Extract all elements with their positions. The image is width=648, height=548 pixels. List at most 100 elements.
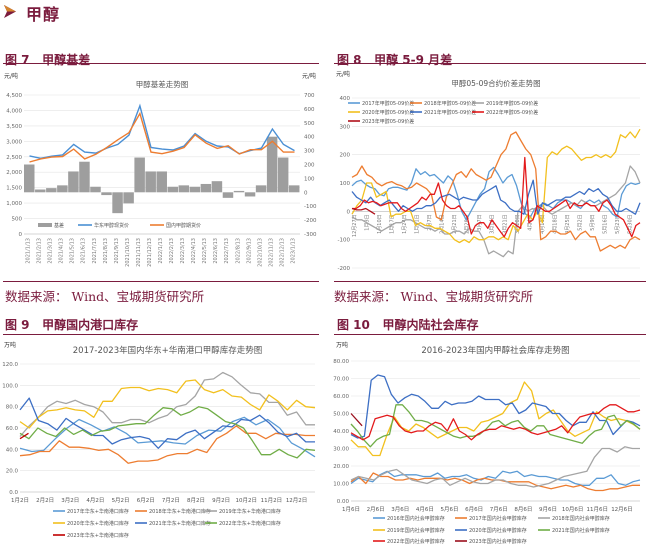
series-line-3 — [350, 381, 641, 457]
divider — [334, 281, 646, 282]
legend-label: 2022年甲醇05-09价差 — [486, 109, 538, 116]
y2-tick-label: 300 — [304, 149, 315, 155]
legend-label: 2019年国内社会甲醇库存 — [387, 527, 445, 534]
x-tick-label: 2021/11/13 — [136, 238, 142, 267]
basis-bar — [222, 192, 234, 198]
legend-label: 2022年华东+华南港口库存 — [219, 520, 281, 527]
figure-label: 图 9 — [5, 318, 30, 332]
legend-label: 2021年国内社会甲醇库存 — [552, 527, 610, 534]
x-tick-label: 8月6日 — [514, 506, 532, 513]
x-tick-label: 11月6日 — [587, 506, 609, 513]
y-tick-label: 400 — [340, 96, 351, 102]
y-tick-label: 300 — [340, 124, 351, 130]
y-tick-label: 70.00 — [333, 377, 349, 383]
basis-bar — [255, 185, 267, 193]
legend-label: 2020年甲醇05-09价差 — [362, 109, 414, 116]
x-tick-label: 1月2日 — [11, 497, 29, 504]
y2-tick-label: -100 — [304, 204, 317, 210]
y-tick-label: 0.00 — [337, 499, 350, 505]
basis-bar — [244, 192, 256, 197]
legend-label: 2022年国内社会甲醇库存 — [387, 538, 445, 545]
basis-bar — [156, 171, 167, 193]
series-line-4 — [19, 397, 315, 449]
y2-tick-label: 200 — [304, 163, 315, 169]
basis-bar — [211, 181, 223, 193]
x-tick-label: 2021/2/13 — [37, 238, 43, 264]
basis-bar — [123, 192, 134, 204]
x-tick-label: 4月18日 — [552, 214, 558, 234]
y2-tick-label: -300 — [304, 232, 317, 238]
x-tick-label: 4月11日 — [540, 214, 546, 234]
legend-label: 2018年华东+华南港口库存 — [149, 508, 211, 515]
x-tick-label: 3月21日 — [502, 214, 508, 234]
basis-bar — [277, 157, 289, 193]
x-tick-label: 2月6日 — [367, 506, 385, 513]
x-tick-label: 9月6日 — [539, 506, 557, 513]
x-tick-label: 2022/1/13 — [158, 238, 164, 264]
x-tick-label: 1月10日 — [377, 214, 383, 234]
y-tick-label: -200 — [338, 266, 351, 272]
x-tick-label: 3月28日 — [515, 214, 521, 234]
series-line-6 — [351, 207, 376, 215]
x-tick-label: 2月7日 — [427, 214, 433, 230]
chart-title: 2016-2023年国内甲醇社会库存走势图 — [421, 345, 569, 356]
legend-label: 国内甲醇期货价 — [166, 222, 201, 229]
legend-label: 2017年华东+华南港口库存 — [67, 508, 129, 515]
x-tick-label: 11月2日 — [261, 497, 283, 504]
x-tick-label: 2021/5/13 — [70, 238, 76, 264]
basis-bar — [112, 192, 123, 214]
series-line-7 — [350, 413, 363, 427]
y-tick-label: 10.00 — [333, 482, 349, 488]
y-tick-label: 3,500 — [6, 124, 22, 130]
x-tick-label: 2月2日 — [36, 497, 54, 504]
x-tick-label: 2021/12/13 — [147, 238, 153, 267]
legend-label: 2020年华东+华南港口库存 — [67, 520, 129, 527]
x-tick-label: 4月4日 — [527, 214, 533, 230]
x-tick-label: 2022/7/13 — [224, 238, 230, 264]
y-tick-label: 20.00 — [333, 464, 349, 470]
legend-label: 2017年国内社会甲醇库存 — [469, 515, 527, 522]
y-tick-label: 2,500 — [6, 155, 22, 161]
x-tick-label: 3月2日 — [61, 497, 79, 504]
x-tick-label: 2022/3/13 — [180, 238, 186, 264]
x-tick-label: 5月6日 — [441, 506, 459, 513]
x-tick-label: 2021/8/13 — [103, 238, 109, 264]
series-line-3 — [351, 128, 641, 244]
x-tick-label: 10月2日 — [236, 497, 258, 504]
legend-label: 2021年甲醇05-09价差 — [424, 109, 476, 116]
basis-bar — [178, 185, 190, 193]
chart-title: 甲醇05-09合约价差走势图 — [451, 78, 540, 88]
legend-label: 2023年甲醇05-09价差 — [362, 118, 414, 125]
figure-10-heading: 图 10 甲醇内陆社会库存 — [337, 316, 478, 333]
y-tick-label: 0 — [19, 232, 23, 238]
legend-label: 2023年国内社会甲醇库存 — [469, 538, 527, 545]
basis-bar — [79, 161, 90, 193]
x-tick-label: 2023/1/13 — [290, 238, 296, 264]
x-tick-label: 12月6日 — [611, 506, 633, 513]
x-tick-label: 8月2日 — [187, 497, 205, 504]
basis-bar — [24, 164, 35, 193]
series-line-5 — [352, 156, 641, 238]
y-tick-label: 40.0 — [6, 447, 19, 453]
basis-bar — [90, 186, 101, 193]
series-line-0 — [350, 470, 641, 486]
triangle-bullet-icon — [4, 5, 16, 18]
x-tick-label: 9月2日 — [212, 497, 230, 504]
basis-bar — [288, 185, 300, 193]
y-tick-label: 40.00 — [333, 429, 349, 435]
legend-label: 2023年华东+华南港口库存 — [67, 532, 129, 539]
series-line-0 — [19, 416, 316, 458]
figure-title: 甲醇内陆社会库存 — [382, 318, 479, 332]
y-tick-label: 1,500 — [6, 186, 22, 192]
y-tick-label: 50.00 — [333, 412, 349, 418]
x-tick-label: 5月9日 — [590, 214, 596, 230]
x-tick-label: 1月6日 — [342, 506, 360, 513]
x-tick-label: 1月24日 — [402, 214, 408, 234]
basis-bar — [145, 171, 156, 193]
basis-bar — [189, 186, 201, 193]
legend-label: 2019年华东+华南港口库存 — [219, 508, 281, 515]
y-tick-label: 4,000 — [6, 108, 22, 114]
legend-label: 华东甲醇现货价 — [94, 222, 129, 229]
y-tick-label: 100.0 — [2, 383, 18, 389]
x-tick-label: 2021/9/13 — [114, 238, 120, 264]
